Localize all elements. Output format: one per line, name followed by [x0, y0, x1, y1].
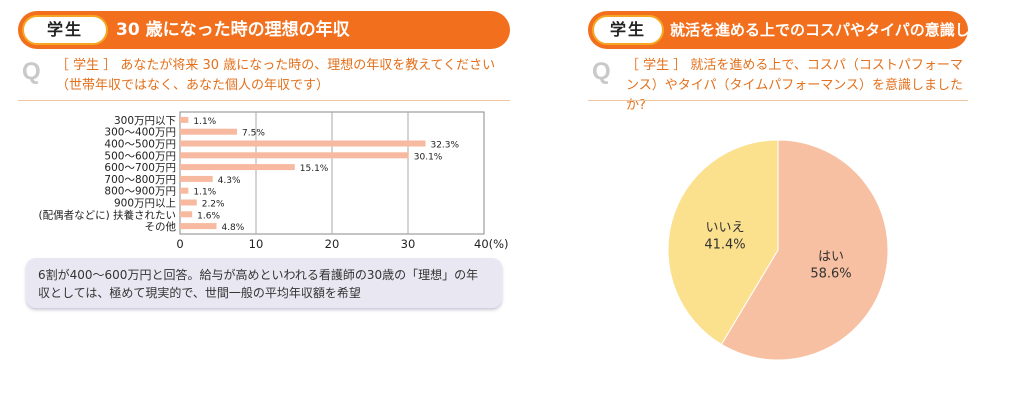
pie-slice — [667, 139, 779, 346]
bar — [180, 211, 193, 218]
value-label: 32.3% — [430, 141, 459, 151]
bar — [180, 199, 197, 206]
tick-label: 30 — [401, 237, 416, 251]
slice-value-label: 41.4% — [704, 237, 745, 252]
bar — [180, 116, 189, 123]
header-title: 30 歳になった時の理想の年収 — [116, 20, 350, 40]
question-text: ［ 学生 ］ 就活を進める上で、コスパ（コストパフォーマンス）やタイパ（タイムパ… — [626, 58, 963, 113]
category-label: 700～800万円 — [104, 174, 176, 186]
tick-label: 20 — [325, 237, 340, 251]
bar — [180, 152, 409, 159]
q-mark-icon: Q — [592, 58, 611, 85]
header-bar: 学生 30 歳になった時の理想の年収 — [18, 11, 510, 49]
question-text: ［ 学生 ］ あなたが将来 30 歳になった時の、理想の年収を教えてください（世… — [56, 58, 496, 93]
category-label: 400～500万円 — [104, 139, 176, 151]
tick-label: 0 — [176, 237, 183, 251]
category-label: 500～600万円 — [104, 150, 176, 162]
pie-slice — [720, 139, 889, 361]
tick-label: 40(%) — [474, 237, 509, 251]
category-label: 300万円以下 — [114, 115, 176, 127]
bar — [180, 140, 426, 147]
bar — [180, 128, 237, 135]
divider — [18, 100, 510, 101]
cospa-panel: 学生 就活を進める上でのコスパやタイパの意識したか Q ［ 学生 ］ 就活を進め… — [588, 0, 1000, 404]
value-label: 1.1% — [193, 188, 216, 198]
category-label: 300～400万円 — [104, 127, 176, 139]
tick-label: 10 — [249, 237, 264, 251]
bar — [180, 223, 217, 230]
category-label: (配偶者などに) 扶養されたい — [38, 208, 176, 221]
header-pill: 学生 — [22, 15, 108, 45]
header-pill: 学生 — [592, 15, 664, 45]
value-label: 1.1% — [193, 117, 216, 127]
header-title: 就活を進める上でのコスパやタイパの意識したか — [670, 21, 1000, 39]
slice-label: いいえ — [705, 220, 744, 235]
category-label: 800～900万円 — [104, 186, 176, 198]
q-mark-icon: Q — [22, 58, 41, 85]
value-label: 1.6% — [197, 211, 220, 221]
header-bar: 学生 就活を進める上でのコスパやタイパの意識したか — [588, 11, 1000, 49]
salary-bar-chart: 300万円以下 1.1% 300～400万円 7.5% 400～500万円 32.3% 50… — [38, 111, 509, 251]
cospa-pie-chart: はい 58.6% いいえ 41.4% — [667, 139, 889, 361]
bar — [180, 187, 189, 194]
value-label: 15.1% — [300, 164, 329, 174]
value-label: 4.3% — [218, 176, 241, 186]
category-label: 900万円以上 — [114, 198, 176, 210]
value-label: 4.8% — [221, 223, 244, 233]
note-text: 6割が400～600万円と回答。給与が高めといわれる看護師の30歳の「理想」の年… — [38, 268, 479, 300]
slice-label: はい — [818, 250, 844, 265]
divider — [588, 100, 968, 101]
bar — [180, 164, 295, 171]
category-label: 600～700万円 — [104, 162, 176, 174]
value-label: 2.2% — [202, 200, 225, 210]
value-label: 30.1% — [414, 152, 443, 162]
slice-value-label: 58.6% — [810, 267, 851, 282]
bar — [180, 175, 213, 182]
value-label: 7.5% — [242, 129, 265, 139]
note-box: 6割が400～600万円と回答。給与が高めといわれる看護師の30歳の「理想」の年… — [26, 258, 502, 308]
category-label: その他 — [145, 220, 177, 233]
salary-panel: 学生 30 歳になった時の理想の年収 Q ［ 学生 ］ あなたが将来 30 歳に… — [18, 0, 510, 320]
